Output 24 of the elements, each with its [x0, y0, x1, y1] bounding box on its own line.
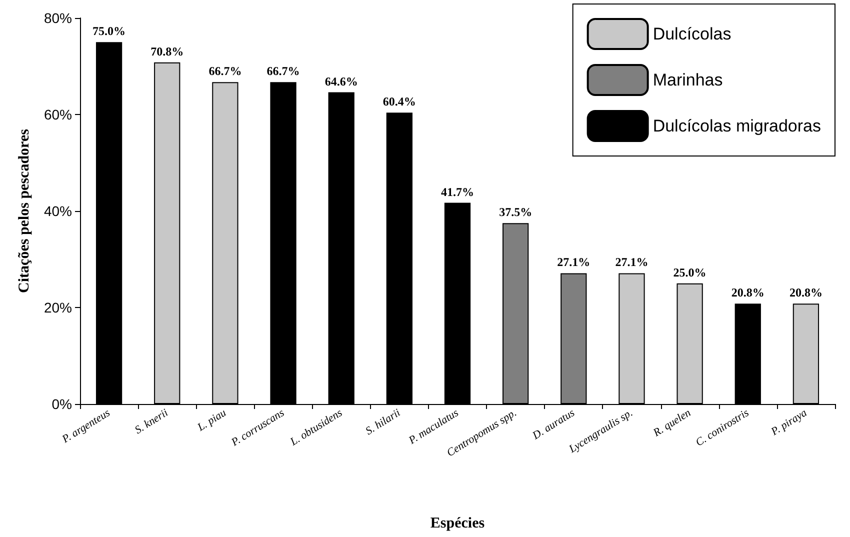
y-tick-label: 80%	[44, 10, 72, 26]
x-axis-title: Espécies	[430, 516, 485, 532]
y-tick-label: 40%	[44, 203, 72, 219]
data-label: 60.4%	[382, 94, 416, 109]
data-label: 64.6%	[324, 74, 358, 88]
data-label: 25.0%	[673, 265, 706, 280]
legend-label: Dulcícolas	[652, 24, 732, 44]
data-label: 66.7%	[266, 64, 300, 78]
data-label: 41.7%	[441, 184, 474, 199]
data-label: 70.8%	[150, 44, 184, 58]
data-label: 20.8%	[731, 286, 764, 300]
y-tick-label: 0%	[52, 396, 72, 412]
data-label: 20.8%	[789, 286, 822, 300]
legend-label: Marinhas	[652, 70, 723, 90]
data-label: 66.7%	[208, 64, 242, 78]
data-label: 27.1%	[615, 255, 648, 270]
legend-label: Dulcícolas migradoras	[652, 116, 822, 136]
data-label: 75.0%	[92, 24, 126, 38]
x-tick-label: L. piau	[194, 406, 229, 434]
y-tick-label: 60%	[44, 106, 72, 122]
y-tick-label: 20%	[44, 300, 72, 316]
y-axis-title: Citações pelos pescadores	[16, 128, 32, 293]
data-label: 27.1%	[557, 255, 590, 270]
data-label: 37.5%	[499, 205, 532, 220]
